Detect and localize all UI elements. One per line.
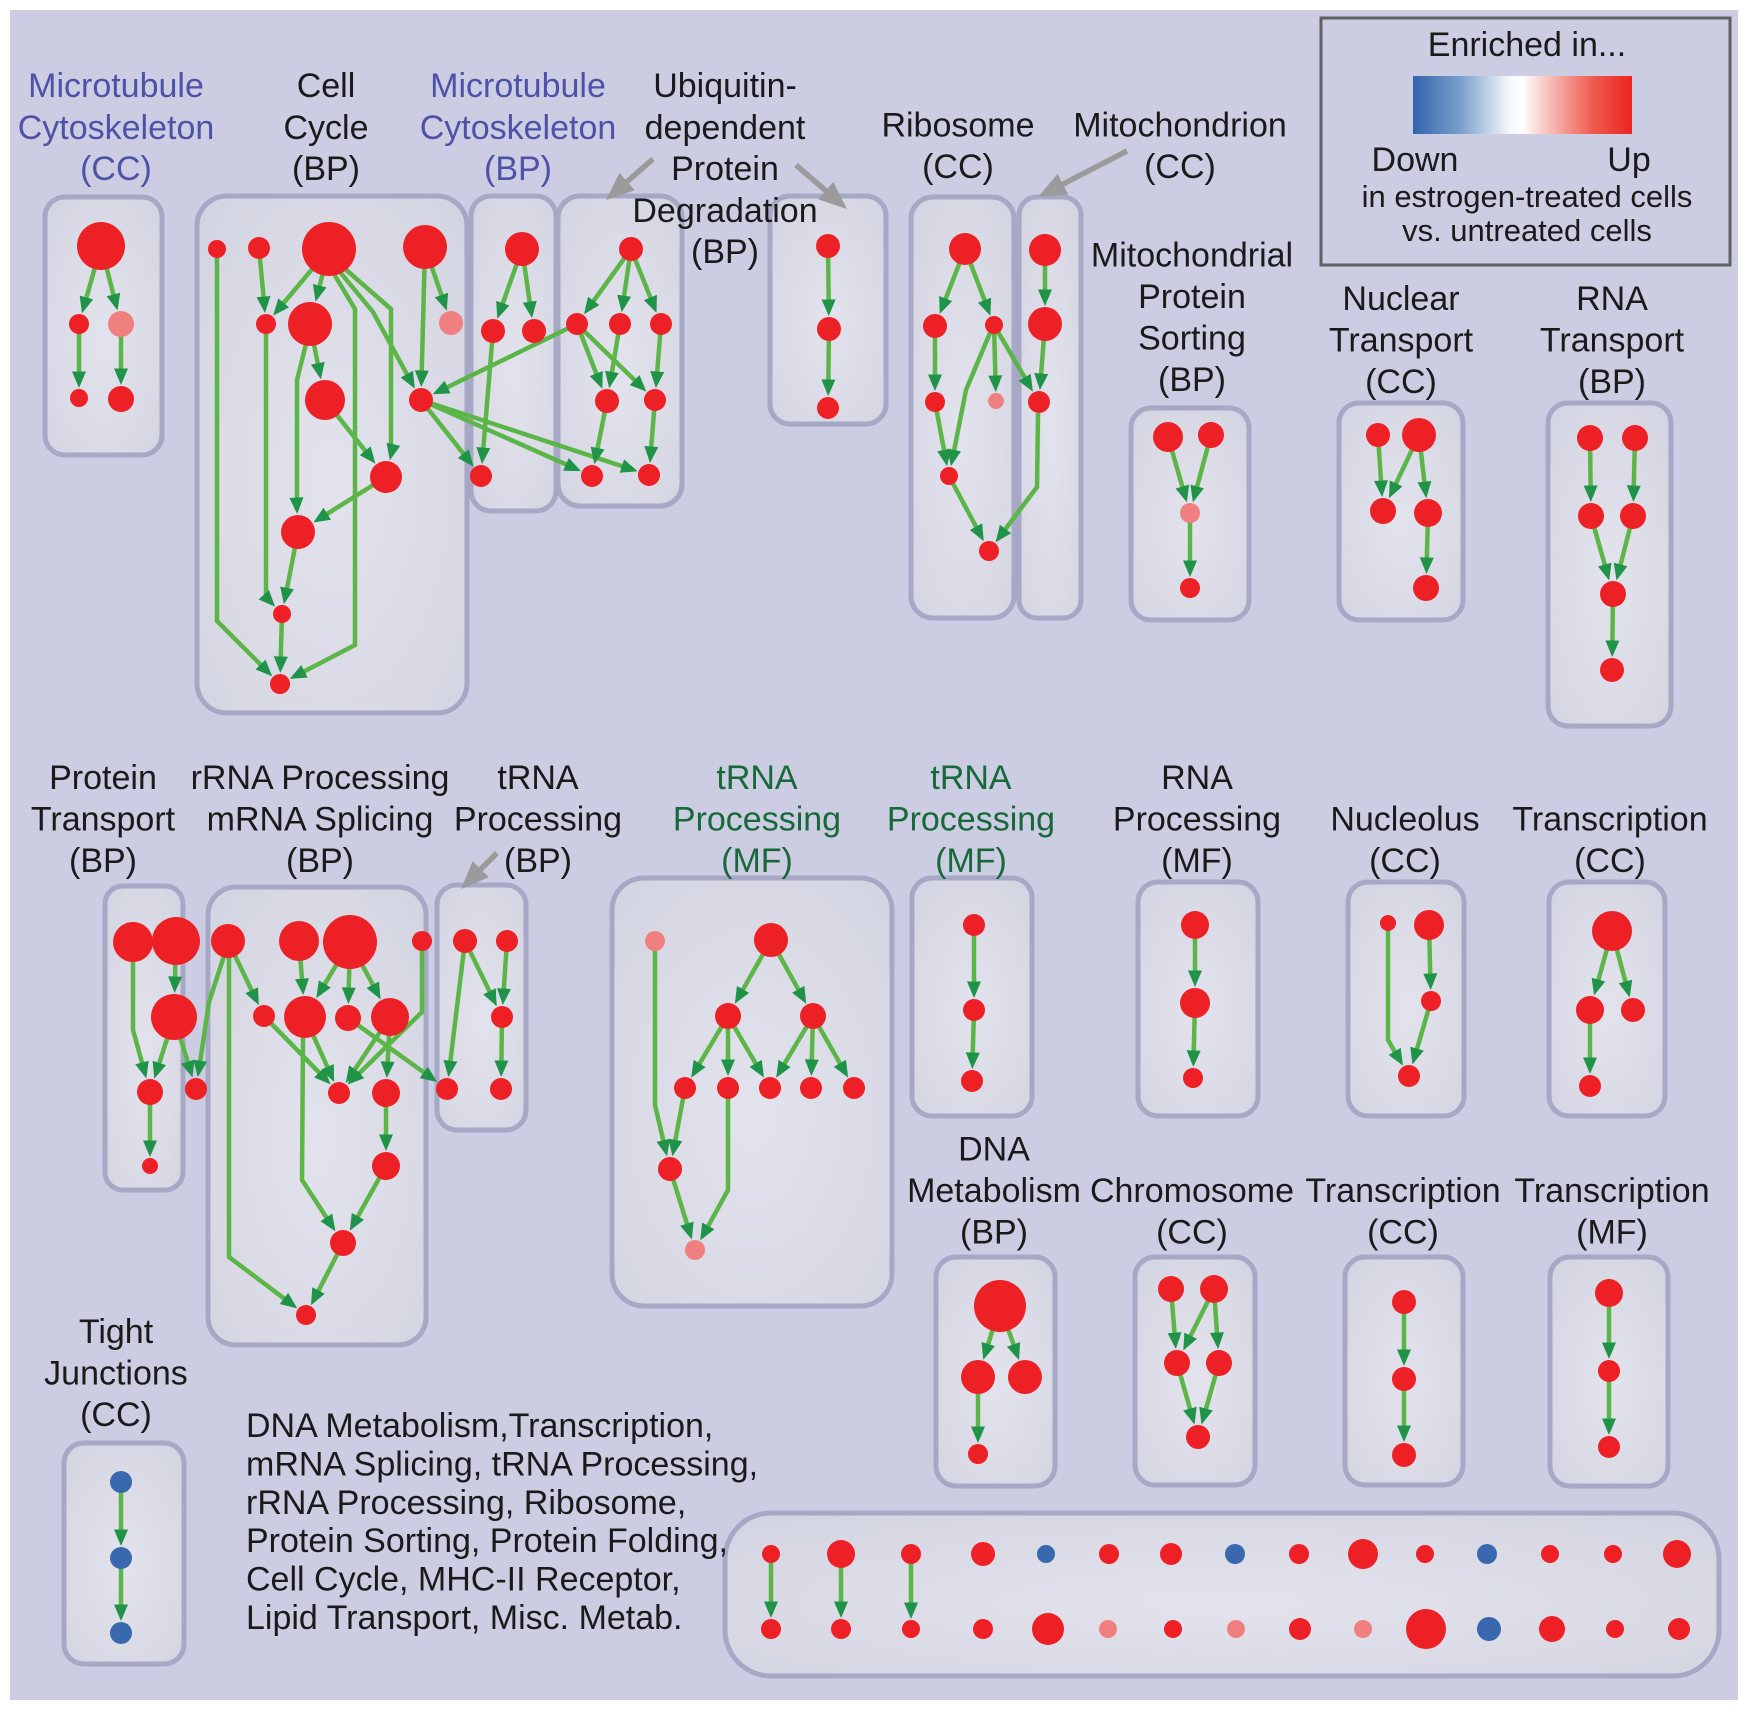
svg-text:(MF): (MF)	[935, 842, 1007, 880]
svg-text:Processing: Processing	[673, 801, 841, 839]
svg-text:(CC): (CC)	[1156, 1214, 1228, 1252]
svg-text:Cell: Cell	[297, 67, 356, 105]
svg-text:tRNA: tRNA	[716, 759, 798, 797]
svg-text:Lipid Transport, Misc. Metab.: Lipid Transport, Misc. Metab.	[246, 1599, 683, 1637]
svg-text:(CC): (CC)	[80, 150, 152, 188]
svg-text:mRNA Splicing: mRNA Splicing	[207, 801, 434, 839]
svg-text:(CC): (CC)	[80, 1396, 152, 1434]
svg-text:mRNA Splicing, tRNA Processing: mRNA Splicing, tRNA Processing,	[246, 1445, 758, 1483]
svg-text:Tight: Tight	[79, 1313, 154, 1351]
svg-text:Protein: Protein	[671, 150, 779, 188]
svg-text:Junctions: Junctions	[44, 1355, 188, 1393]
svg-text:rRNA Processing, Ribosome,: rRNA Processing, Ribosome,	[246, 1484, 686, 1522]
svg-text:DNA Metabolism,Transcription,: DNA Metabolism,Transcription,	[246, 1407, 713, 1445]
svg-text:(BP): (BP)	[960, 1214, 1028, 1252]
svg-text:(BP): (BP)	[1158, 361, 1226, 399]
svg-text:Transcription: Transcription	[1305, 1172, 1500, 1210]
svg-text:Mitochondrion: Mitochondrion	[1073, 107, 1287, 145]
svg-text:Microtubule: Microtubule	[430, 67, 606, 105]
svg-text:Processing: Processing	[1113, 801, 1281, 839]
svg-text:rRNA Processing: rRNA Processing	[191, 759, 450, 797]
svg-text:Down: Down	[1372, 141, 1459, 179]
svg-text:Protein: Protein	[49, 759, 157, 797]
svg-text:Transport: Transport	[1540, 322, 1685, 360]
svg-text:Enriched in...: Enriched in...	[1428, 26, 1626, 64]
svg-text:tRNA: tRNA	[930, 759, 1012, 797]
svg-text:Cycle: Cycle	[283, 109, 368, 147]
svg-text:(CC): (CC)	[1365, 363, 1437, 401]
svg-text:Cytoskeleton: Cytoskeleton	[18, 109, 215, 147]
svg-text:(CC): (CC)	[1369, 842, 1441, 880]
svg-text:Microtubule: Microtubule	[28, 67, 204, 105]
svg-text:Nuclear: Nuclear	[1342, 280, 1459, 318]
svg-text:Protein: Protein	[1138, 278, 1246, 316]
svg-text:Cell Cycle, MHC-II Receptor,: Cell Cycle, MHC-II Receptor,	[246, 1561, 681, 1599]
svg-text:(BP): (BP)	[1578, 363, 1646, 401]
svg-text:Transport: Transport	[31, 801, 176, 839]
svg-text:RNA: RNA	[1576, 280, 1648, 318]
svg-text:Chromosome: Chromosome	[1090, 1172, 1294, 1210]
svg-text:tRNA: tRNA	[497, 759, 579, 797]
svg-text:vs. untreated cells: vs. untreated cells	[1402, 213, 1652, 248]
svg-text:(BP): (BP)	[691, 233, 759, 271]
svg-text:(CC): (CC)	[1574, 842, 1646, 880]
svg-text:(BP): (BP)	[504, 842, 572, 880]
svg-text:(BP): (BP)	[69, 842, 137, 880]
svg-text:(BP): (BP)	[484, 150, 552, 188]
svg-text:Ribosome: Ribosome	[881, 107, 1034, 145]
svg-text:Processing: Processing	[887, 801, 1055, 839]
svg-text:dependent: dependent	[645, 109, 806, 147]
svg-text:(CC): (CC)	[1144, 148, 1216, 186]
svg-text:(CC): (CC)	[1367, 1214, 1439, 1252]
svg-text:Nucleolus: Nucleolus	[1330, 801, 1479, 839]
svg-text:Ubiquitin-: Ubiquitin-	[653, 67, 797, 105]
svg-text:Processing: Processing	[454, 801, 622, 839]
svg-text:DNA: DNA	[958, 1131, 1030, 1169]
svg-text:Transcription: Transcription	[1514, 1172, 1709, 1210]
svg-text:in estrogen-treated cells: in estrogen-treated cells	[1362, 179, 1693, 214]
svg-text:Degradation: Degradation	[632, 192, 817, 230]
svg-text:RNA: RNA	[1161, 759, 1233, 797]
svg-text:Cytoskeleton: Cytoskeleton	[420, 109, 617, 147]
svg-text:Transport: Transport	[1329, 322, 1474, 360]
svg-text:(MF): (MF)	[1161, 842, 1233, 880]
svg-text:Transcription: Transcription	[1512, 801, 1707, 839]
svg-text:(CC): (CC)	[922, 148, 994, 186]
svg-text:Metabolism: Metabolism	[907, 1172, 1081, 1210]
svg-text:Protein Sorting, Protein Foldi: Protein Sorting, Protein Folding,	[246, 1522, 728, 1560]
svg-text:Up: Up	[1607, 141, 1650, 179]
svg-text:(BP): (BP)	[286, 842, 354, 880]
svg-text:(MF): (MF)	[721, 842, 793, 880]
svg-text:Sorting: Sorting	[1138, 320, 1246, 358]
svg-text:(MF): (MF)	[1576, 1214, 1648, 1252]
svg-text:Mitochondrial: Mitochondrial	[1091, 237, 1293, 275]
svg-text:(BP): (BP)	[292, 150, 360, 188]
